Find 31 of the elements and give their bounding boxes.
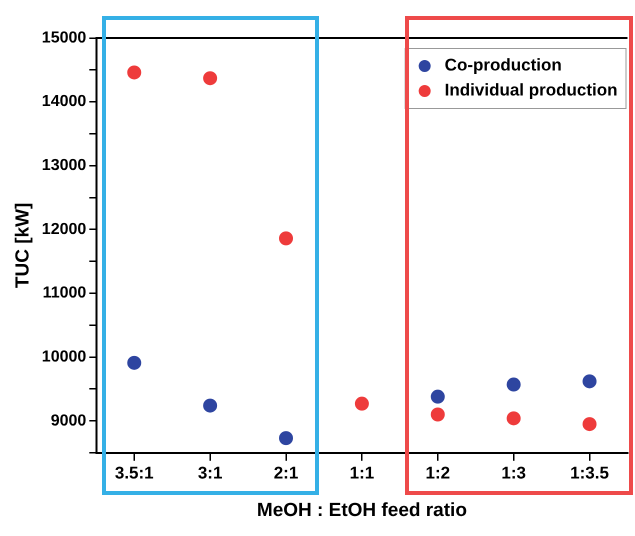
point [203, 398, 218, 413]
point [279, 231, 294, 246]
point [506, 378, 521, 392]
y-tick-label: 11000 [42, 284, 86, 302]
y-tick-label: 12000 [42, 220, 86, 238]
y-axis-title: TUC [kW] [12, 202, 34, 288]
point [354, 396, 369, 411]
point [127, 65, 142, 80]
x-tick-label: 3.5:1 [114, 464, 154, 483]
y-tick-label: 15000 [42, 29, 86, 46]
x-tick-label: 1:3 [501, 464, 526, 483]
x-tick-label: 2:1 [274, 464, 298, 483]
point [127, 356, 142, 370]
x-tick-label: 1:1 [350, 464, 374, 483]
point [279, 431, 294, 446]
legend-label: Individual production [444, 80, 618, 100]
point [203, 71, 218, 86]
x-tick-label: 3:1 [198, 464, 222, 483]
x-tick-label: 1:3.5 [570, 464, 609, 483]
x-axis-title: MeOH : EtOH feed ratio [256, 500, 467, 521]
y-tick-label: 13000 [42, 157, 86, 174]
point [430, 390, 445, 404]
point [430, 408, 445, 422]
y-tick-label: 9000 [50, 412, 86, 430]
point [582, 374, 597, 388]
point [582, 417, 597, 432]
y-tick-label: 10000 [42, 348, 86, 366]
legend-label: Co-production [444, 56, 562, 75]
point [506, 411, 521, 426]
y-tick-label: 14000 [42, 93, 86, 110]
x-tick-label: 1:2 [425, 464, 450, 483]
